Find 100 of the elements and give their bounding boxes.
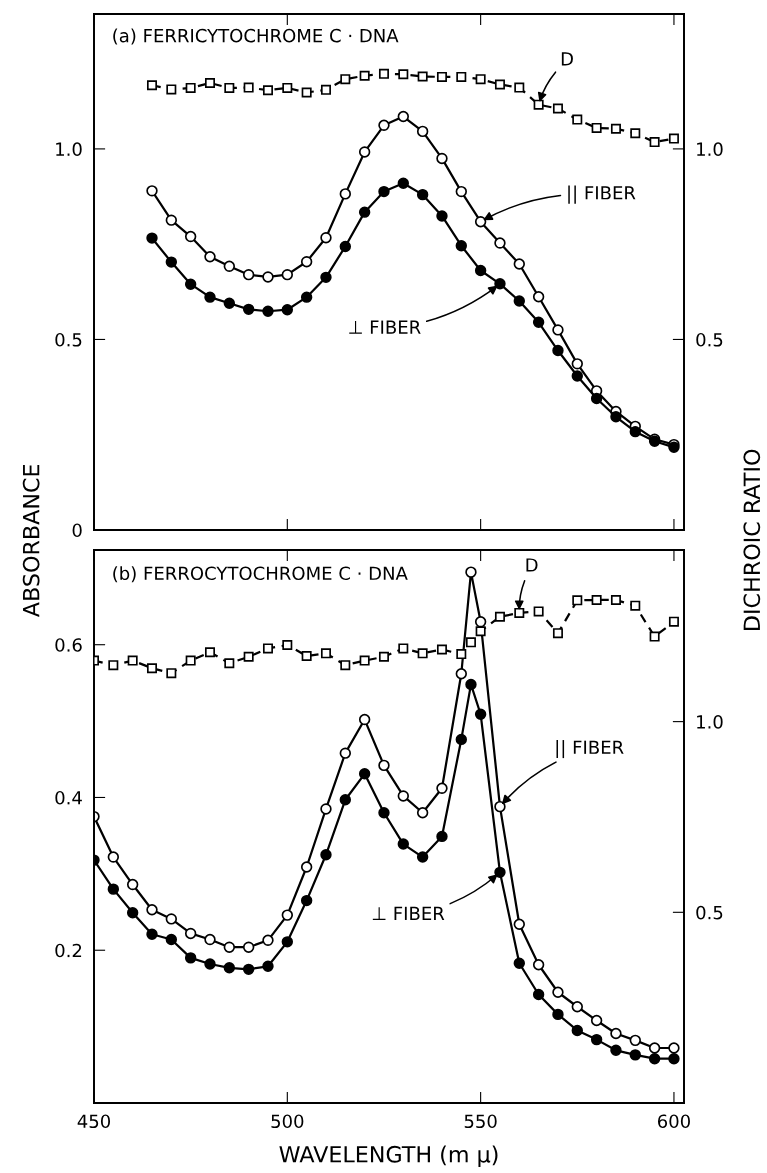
point [223, 260, 236, 272]
point [630, 600, 641, 611]
point [552, 628, 563, 639]
point [436, 71, 447, 82]
series-label: D [526, 558, 538, 572]
point [552, 324, 564, 336]
point [146, 928, 158, 940]
point [281, 304, 294, 316]
point [262, 934, 274, 947]
point [474, 264, 487, 277]
x-tick-label: 500 [271, 1114, 304, 1129]
point [340, 74, 351, 85]
point [204, 933, 216, 946]
point [340, 660, 351, 671]
x-tick-label: 550 [464, 1114, 497, 1129]
point [533, 606, 544, 617]
point [243, 651, 254, 662]
point [436, 782, 448, 795]
point [184, 927, 197, 940]
point [378, 807, 390, 819]
point [204, 647, 215, 658]
point [339, 794, 352, 806]
point [166, 84, 177, 95]
point [243, 82, 254, 93]
y2-tick-label: 0.5 [696, 332, 723, 347]
point [513, 295, 525, 307]
point [378, 185, 390, 198]
point [572, 114, 583, 125]
point [262, 960, 274, 972]
point [494, 79, 505, 90]
point [358, 768, 371, 780]
point [300, 861, 313, 873]
point [204, 958, 216, 970]
point [397, 838, 410, 850]
point [436, 644, 447, 655]
point [359, 655, 370, 666]
point [108, 660, 119, 671]
point [223, 962, 236, 974]
point [185, 655, 196, 666]
point [378, 119, 390, 131]
point [494, 278, 506, 290]
y-axis-title: ABSORBANCE [22, 464, 40, 618]
point [281, 936, 294, 948]
point [552, 986, 564, 998]
point [436, 152, 448, 165]
point [532, 316, 545, 329]
point [474, 708, 487, 720]
point [552, 1008, 564, 1021]
point [339, 188, 352, 200]
point [281, 909, 294, 921]
point [320, 849, 332, 861]
point [146, 185, 158, 197]
point [339, 747, 352, 759]
point [320, 803, 332, 815]
point [165, 933, 178, 946]
point [552, 344, 564, 357]
point [455, 733, 467, 746]
point [571, 1024, 583, 1037]
point [416, 807, 429, 819]
point [146, 663, 157, 674]
point [262, 643, 273, 654]
point [630, 128, 641, 139]
point [146, 904, 158, 916]
point [242, 268, 255, 281]
point [610, 411, 622, 423]
point [204, 77, 215, 88]
point [165, 913, 178, 925]
text: (b) FERROCYTOCHROME C · DNA [113, 566, 408, 583]
text: || FIBER [556, 740, 624, 759]
point [465, 678, 477, 691]
text: ⊥ FIBER [372, 906, 445, 920]
point [610, 123, 621, 134]
point [475, 74, 486, 85]
point [552, 103, 563, 114]
point [572, 595, 583, 606]
x-tick-label: 450 [77, 1114, 111, 1129]
point [610, 1044, 622, 1056]
point [398, 69, 409, 80]
point [358, 146, 371, 158]
point [320, 232, 332, 244]
y-tick-label: 0.4 [55, 790, 82, 805]
y-tick-label: 0.6 [55, 638, 82, 652]
point [590, 1033, 603, 1046]
point [591, 122, 602, 133]
x-tick-label: 600 [657, 1114, 690, 1129]
text: || FIBER [568, 185, 636, 204]
point [513, 258, 525, 270]
point [224, 658, 235, 669]
y-tick-label: 0.5 [55, 332, 82, 347]
point [668, 1053, 680, 1065]
point [436, 210, 448, 222]
point [378, 68, 389, 79]
point [300, 256, 313, 268]
point [465, 566, 477, 578]
point [668, 133, 679, 144]
point [282, 82, 293, 93]
point [242, 303, 255, 316]
text: D [561, 52, 573, 66]
point [166, 668, 177, 679]
point [262, 85, 273, 96]
